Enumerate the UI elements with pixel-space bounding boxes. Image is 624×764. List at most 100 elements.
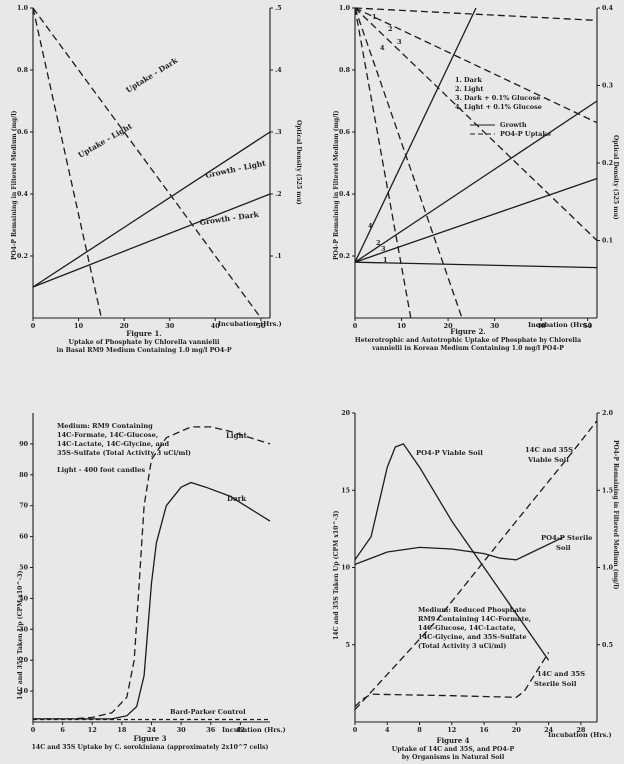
fig4-label-14c-sterile-1: 14C and 35S (537, 670, 585, 678)
fig3-caption-title: Figure 3 (133, 734, 166, 743)
series-3 (354, 7, 598, 241)
fig2-legend-1: 1. Dark (455, 76, 482, 84)
y-tick-label-right: 0.4 (602, 5, 614, 12)
y-tick-label-right: 2.0 (602, 410, 614, 417)
figure-4-ticks: 0 4 8 12 16 20 24 28 5 10 15 20 0.5 1.0 1.5 2.0 (341, 410, 613, 734)
fig2-legend-4: 4. Light + 0.1% Glucose (455, 103, 542, 111)
x-tick-label: 20 (120, 322, 130, 330)
figure-2-chart: 0 10 20 30 40 50 0.2 0.4 0.6 0.8 1.0 0.1 0.2 0.3 0.4 1… (333, 5, 619, 352)
fig3-light-note: Light - 400 foot candles (57, 466, 145, 474)
x-tick-label: 18 (117, 726, 127, 734)
fig2-line-number: 4 (380, 44, 385, 52)
series-3 (354, 100, 598, 263)
x-tick-label: 0 (353, 322, 358, 330)
figure-1-ticks: 0 10 20 30 40 50 0.2 0.4 0.6 0.8 1.0 .1 .2 .3 .4 .5 (17, 5, 282, 330)
fig2-line-number: 2 (388, 25, 393, 33)
y-tick-label-right: 1.0 (602, 565, 614, 572)
series-14c-and-35s-sterile-soil (354, 652, 550, 707)
fig4-caption-line1: Uptake of 14C and 35S, and PO4-P (392, 746, 515, 753)
fig2-caption-title: Figure 2. (450, 327, 486, 336)
y-tick-label-left: 40 (19, 595, 28, 602)
y-tick-label-left: 1.0 (339, 5, 351, 12)
x-tick-label: 20 (512, 726, 522, 734)
y-tick-label-left: 0.2 (17, 253, 28, 260)
x-tick-label: 40 (211, 322, 221, 330)
x-tick-label: 30 (165, 322, 175, 330)
fig2-caption-line1: Heterotrophic and Autotrophic Uptake of … (355, 337, 581, 344)
figure-4-series (354, 420, 598, 711)
series-4 (354, 7, 477, 263)
x-tick-label: 50 (256, 322, 266, 330)
y-tick-label-left: 90 (19, 441, 28, 448)
series-1 (354, 7, 598, 22)
fig4-label-po4-sterile-1: PO4-P Sterile (541, 534, 593, 542)
y-tick-label-left: 0.6 (17, 129, 29, 136)
x-tick-label: 30 (490, 322, 500, 330)
x-tick-label: 20 (444, 322, 454, 330)
fig4-label-po4-sterile-2: Soil (556, 544, 571, 552)
x-tick-label: 12 (88, 726, 97, 734)
x-tick-label: 24 (147, 726, 157, 734)
figure-3-series (33, 426, 271, 721)
y-tick-label-left: 70 (19, 503, 28, 510)
x-tick-label: 10 (74, 322, 84, 330)
x-tick-label: 6 (60, 726, 65, 734)
x-tick-label: 10 (397, 322, 407, 330)
y-tick-label-right: 0.3 (602, 83, 613, 90)
x-tick-label: 12 (447, 726, 456, 734)
fig2-caption-line2: vannielii in Korean Medium Containing 1.… (371, 345, 564, 352)
series-4b (354, 7, 412, 319)
y-tick-label-left: 50 (19, 565, 28, 572)
fig2-line-number: 4 (368, 222, 373, 230)
y-tick-label-left: 60 (19, 534, 28, 541)
y-tick-label-right: .4 (275, 67, 282, 74)
fig3-label-dark: Dark (227, 494, 246, 503)
series-po4-p-viable-soil (354, 443, 550, 661)
fig3-medium-line2: 14C-Formate, 14C-Glucose, (57, 431, 158, 439)
series-2 (354, 7, 598, 124)
y-tick-label-left: 20 (341, 410, 350, 417)
y-tick-label-right: .2 (275, 191, 282, 198)
x-tick-label: 28 (576, 726, 586, 734)
fig1-caption-title: Figure 1. (126, 329, 162, 338)
x-tick-label: 0 (31, 322, 36, 330)
fig2-line-number: 1 (372, 13, 377, 21)
fig4-ylabel-left: 14C and 35S Taken Up (CPM x10^-3) (333, 510, 340, 640)
x-tick-label: 40 (537, 322, 547, 330)
fig4-label-po4-viable: PO4-P Viable Soil (416, 449, 483, 457)
fig3-ylabel: 14C and 35S Taken Up (CPM x10^-3) (17, 570, 24, 700)
fig4-medium-line4: 14C-Glycine, and 35S-Sulfate (418, 633, 527, 641)
y-tick-label-left: 30 (19, 626, 28, 633)
fig4-xlabel: Incubation (Hrs.) (548, 731, 612, 739)
y-tick-label-left: 0.6 (339, 129, 351, 136)
fig2-xlabel: Incubation (Hrs.) (528, 321, 592, 329)
fig4-ylabel-right: PO4-P Remaining in Filtered Medium (mg/l… (612, 440, 619, 590)
fig2-line-number: 3 (397, 38, 402, 46)
x-tick-label: 30 (177, 726, 187, 734)
y-tick-label-left: 0.8 (17, 67, 29, 74)
fig3-xlabel: Incubation (Hrs.) (222, 726, 286, 734)
x-tick-label: 24 (544, 726, 554, 734)
x-tick-label: 36 (206, 726, 216, 734)
fig1-caption-line1: Uptake of Phosphate by Chlorella vanniel… (68, 339, 220, 346)
series-2 (354, 177, 598, 263)
y-tick-label-left: 10 (19, 688, 28, 695)
figure-3-chart: 0 6 12 18 24 30 36 42 10 20 30 40 50 60 70 80 90 Medium:… (17, 413, 286, 751)
y-tick-label-left: 10 (341, 565, 350, 572)
series-growth-light (32, 131, 271, 288)
y-tick-label-left: 0.4 (339, 191, 351, 198)
x-tick-label: 8 (417, 726, 422, 734)
y-tick-label-right: .1 (275, 253, 282, 260)
fig4-medium-line3: 14C-Glucose, 14C-Lactate, (418, 624, 516, 632)
fig2-legend-3: 3. Dark + 0.1% Glucose (455, 94, 540, 102)
fig3-caption-line1: 14C and 35S Uptake by C. sorokiniana (ap… (32, 744, 269, 751)
series-1 (354, 261, 598, 269)
fig4-label-14c-viable-1: 14C and 35S (525, 446, 573, 454)
fig2-legend-growth: Growth (500, 121, 527, 129)
fig1-xlabel: Incubation (Hrs.) (218, 320, 282, 328)
fig1-ylabel-left: PO4-P Remaining in Filtered Medium (mg/l… (11, 110, 18, 260)
fig2-line-number: 1 (383, 256, 388, 264)
y-tick-label-right: 0.5 (602, 642, 613, 649)
